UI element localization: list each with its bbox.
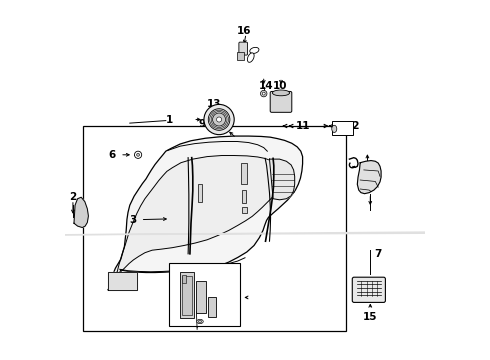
Polygon shape	[108, 272, 137, 290]
Text: 13: 13	[207, 99, 221, 109]
Bar	[208, 297, 216, 317]
Text: 7: 7	[374, 249, 382, 259]
Polygon shape	[357, 161, 381, 194]
Bar	[180, 272, 194, 318]
Polygon shape	[74, 197, 88, 228]
FancyBboxPatch shape	[270, 91, 292, 112]
Bar	[182, 275, 186, 283]
Circle shape	[261, 90, 267, 97]
Circle shape	[134, 151, 142, 158]
Polygon shape	[108, 136, 303, 290]
Text: 4: 4	[220, 299, 227, 309]
Ellipse shape	[197, 319, 203, 324]
Bar	[241, 163, 247, 184]
Bar	[242, 190, 246, 203]
Text: 9: 9	[198, 119, 205, 129]
Bar	[198, 184, 202, 202]
Text: 1: 1	[166, 114, 173, 125]
Ellipse shape	[198, 320, 202, 323]
Bar	[196, 281, 206, 313]
Polygon shape	[65, 158, 490, 235]
Ellipse shape	[250, 48, 259, 53]
FancyBboxPatch shape	[239, 42, 247, 55]
Bar	[170, 263, 240, 326]
Text: 10: 10	[273, 81, 288, 91]
Text: 11: 11	[295, 121, 310, 131]
Ellipse shape	[332, 125, 337, 132]
Text: 6: 6	[108, 150, 116, 160]
Text: 8: 8	[364, 164, 371, 174]
Polygon shape	[117, 156, 281, 274]
Circle shape	[204, 104, 234, 135]
Text: 14: 14	[259, 81, 274, 91]
Circle shape	[262, 92, 265, 95]
FancyBboxPatch shape	[237, 52, 244, 60]
Text: 2: 2	[69, 192, 76, 202]
Text: 3: 3	[130, 215, 137, 225]
Text: 16: 16	[237, 26, 251, 36]
Text: 15: 15	[363, 312, 377, 322]
Ellipse shape	[272, 90, 290, 96]
Polygon shape	[270, 159, 294, 200]
Circle shape	[217, 117, 221, 122]
Circle shape	[213, 113, 225, 126]
Bar	[83, 126, 346, 331]
Circle shape	[208, 109, 230, 130]
Bar	[332, 121, 353, 135]
Ellipse shape	[247, 53, 254, 62]
Text: 5: 5	[193, 310, 200, 320]
Bar	[182, 276, 192, 315]
Text: 12: 12	[346, 121, 360, 131]
Bar	[243, 207, 247, 213]
FancyBboxPatch shape	[352, 277, 386, 302]
Circle shape	[137, 153, 140, 156]
